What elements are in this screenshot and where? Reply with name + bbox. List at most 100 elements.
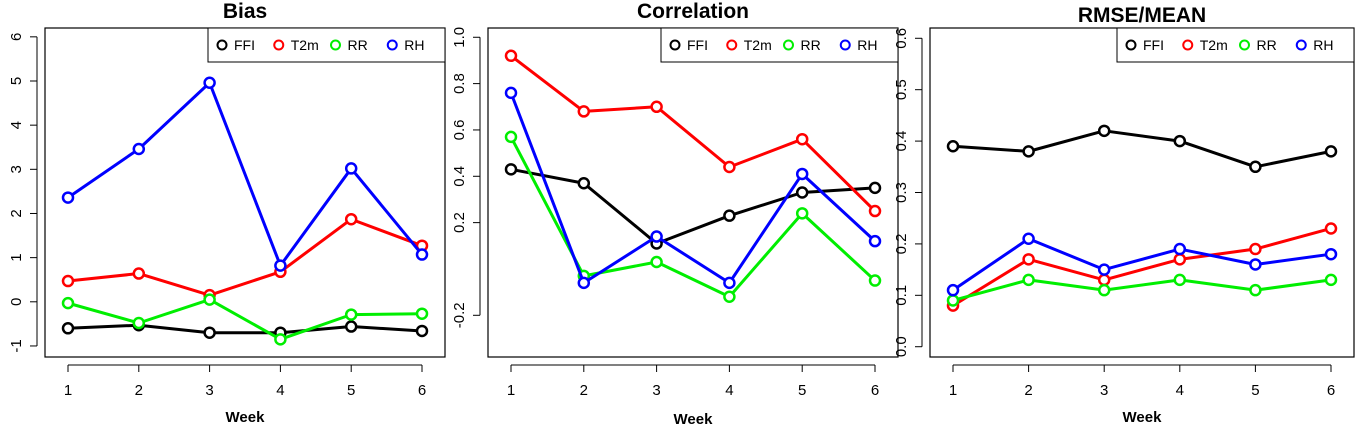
x-tick-label: 5 — [1251, 382, 1259, 399]
chart-panel-2: Correlation 1 2 3 4 5 6 -0.2 0.2 0.4 0.6 0.8 1.0 Week… — [451, 0, 899, 428]
y-tick-label: 0.8 — [451, 73, 468, 94]
x-tick-label: 2 — [135, 382, 143, 399]
legend-box — [660, 27, 899, 63]
data-point-t2m — [1324, 222, 1338, 235]
y-tick-label: 0 — [8, 298, 25, 306]
data-point-t2m — [795, 132, 809, 146]
x-tick-label: 2 — [1024, 382, 1032, 399]
legend-marker-ffi — [1125, 39, 1137, 51]
data-point-ffi — [1022, 145, 1035, 158]
series-line-rh — [509, 92, 877, 285]
plot-frame — [44, 27, 446, 358]
legend-marker-rh — [386, 39, 398, 51]
data-point-ffi — [946, 139, 960, 153]
chart-title: Correlation — [637, 0, 749, 23]
x-tick-label: 4 — [1176, 382, 1184, 399]
legend-box — [207, 27, 446, 63]
y-tick-label: 2 — [8, 209, 25, 217]
legend-label-rr: RR — [348, 37, 368, 53]
data-point-t2m — [868, 204, 882, 218]
x-tick-label: 5 — [347, 382, 355, 399]
x-tick-label: 1 — [949, 382, 957, 399]
y-tick-label: 0.4 — [893, 131, 910, 152]
y-tick-label: 3 — [8, 165, 25, 173]
data-point-rh — [274, 259, 287, 272]
data-point-ffi — [344, 320, 358, 333]
data-point-rh — [577, 276, 591, 290]
x-tick-label: 5 — [798, 382, 806, 399]
data-point-t2m — [1173, 253, 1187, 266]
series-line-t2m — [67, 217, 423, 297]
legend-marker-t2m — [726, 39, 738, 51]
legend-label-rh: RH — [404, 37, 424, 53]
data-point-ffi — [61, 322, 75, 335]
x-tick-label: 1 — [64, 382, 72, 399]
legend-marker-rr — [330, 39, 341, 51]
data-point-rr — [946, 294, 960, 307]
x-tick-label: 4 — [725, 382, 733, 399]
legend-marker-rr — [783, 39, 794, 51]
series-line-ffi — [510, 167, 876, 245]
y-tick-label: 0.6 — [893, 28, 910, 49]
series-line-ffi — [67, 323, 423, 335]
x-axis-label: Week — [226, 409, 266, 426]
data-point-rr — [132, 316, 146, 330]
data-point-ffi — [203, 326, 216, 339]
data-point-ffi — [1249, 160, 1262, 174]
data-point-t2m — [577, 105, 591, 118]
data-point-t2m — [132, 267, 146, 280]
data-point-rr — [1173, 273, 1187, 287]
data-point-rh — [1097, 263, 1111, 276]
data-point-t2m — [1097, 273, 1111, 287]
legend-label-ffi: FFI — [687, 37, 708, 53]
y-tick-label: 6 — [8, 33, 25, 41]
data-point-rh — [795, 167, 809, 181]
chart-panel-1: Bias 1 2 3 4 5 6 -1 0 1 2 3 4 5 6 Week FFI T2m RR RH — [8, 0, 446, 426]
data-point-rh — [61, 191, 75, 204]
legend-marker-ffi — [216, 39, 228, 51]
x-axis-label: Week — [1123, 409, 1163, 426]
y-tick-label: 0.6 — [451, 120, 468, 141]
chart-title: Bias — [223, 0, 267, 23]
data-point-rh — [1249, 258, 1262, 271]
data-point-rr — [868, 274, 882, 287]
y-tick-label: 1.0 — [451, 27, 468, 48]
data-point-rh — [1022, 232, 1035, 246]
series-line-t2m — [952, 227, 1332, 307]
y-tick-label: 0.2 — [893, 233, 910, 254]
legend-marker-t2m — [273, 39, 285, 51]
legend-marker-rh — [839, 39, 851, 51]
x-tick-label: 6 — [1327, 382, 1335, 399]
legend-marker-t2m — [1182, 39, 1194, 51]
data-point-t2m — [61, 274, 75, 288]
legend-label-t2m: T2m — [291, 37, 319, 53]
legend-marker-ffi — [669, 39, 681, 51]
data-point-rr — [1324, 273, 1338, 287]
legend-label-t2m: T2m — [1200, 37, 1228, 53]
data-point-ffi — [868, 181, 882, 195]
series-line-rr — [509, 136, 877, 299]
x-axis-label: Week — [674, 411, 714, 428]
data-point-ffi — [1173, 134, 1187, 148]
series-line-rh — [67, 81, 424, 268]
series-line-rh — [952, 237, 1332, 292]
data-point-rr — [61, 296, 75, 310]
data-point-t2m — [504, 49, 518, 63]
x-tick-label: 6 — [418, 382, 426, 399]
data-point-rh — [650, 230, 663, 243]
data-point-ffi — [1097, 124, 1111, 138]
data-point-rh — [132, 142, 146, 156]
data-point-rh — [344, 162, 358, 175]
legend-label-ffi: FFI — [1143, 37, 1164, 53]
y-tick-label: 1 — [8, 253, 25, 261]
data-point-rr — [203, 293, 216, 306]
legend-label-rh: RH — [857, 37, 877, 53]
data-point-ffi — [577, 176, 591, 190]
series-line-rr — [952, 278, 1332, 302]
legend-marker-rh — [1295, 39, 1307, 51]
data-point-ffi — [795, 186, 809, 199]
series-line-t2m — [510, 54, 877, 213]
y-tick-label: -1 — [8, 339, 25, 352]
legend-label-rh: RH — [1313, 37, 1333, 53]
y-tick-label: -0.2 — [451, 302, 468, 328]
